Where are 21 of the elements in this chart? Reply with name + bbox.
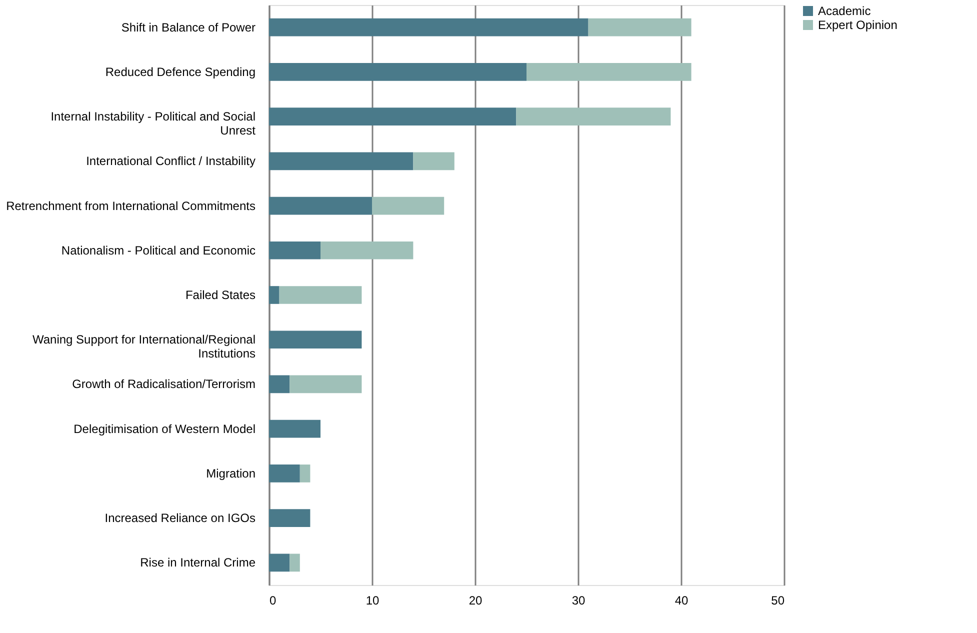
x-tick-label: 10 xyxy=(366,594,380,608)
x-tick-label: 0 xyxy=(270,594,276,608)
y-tick-label: Increased Reliance on IGOs xyxy=(104,511,256,526)
y-tick-label: Internal Instability - Political and Social Unrest xyxy=(50,110,256,138)
y-tick-label: Delegitimisation of Western Model xyxy=(74,422,256,436)
y-tick-label: Waning Support for International/Regional Institutions xyxy=(32,332,256,361)
legend-label: Expert Opinion xyxy=(818,18,898,32)
y-tick-label: Failed States xyxy=(185,288,256,302)
y-tick-label: International Conflict / Instability xyxy=(86,154,256,168)
x-tick-label: 40 xyxy=(674,594,688,608)
x-tick-label: 20 xyxy=(468,594,482,608)
x-tick-label: 50 xyxy=(771,594,785,608)
y-tick-label: Retrenchment from International Commitments xyxy=(6,198,256,213)
y-tick-label: Rise in Internal Crime xyxy=(140,556,256,570)
y-tick-label: Growth of Radicalisation/Terrorism xyxy=(72,377,256,392)
y-tick-label: Shift in Balance of Power xyxy=(121,20,256,34)
y-tick-label: Nationalism - Political and Economic xyxy=(61,243,256,258)
x-tick-label: 30 xyxy=(572,594,586,608)
y-tick-label: Reduced Defence Spending xyxy=(105,64,256,79)
legend-label: Academic xyxy=(818,4,871,18)
y-tick-label: Migration xyxy=(206,466,256,480)
